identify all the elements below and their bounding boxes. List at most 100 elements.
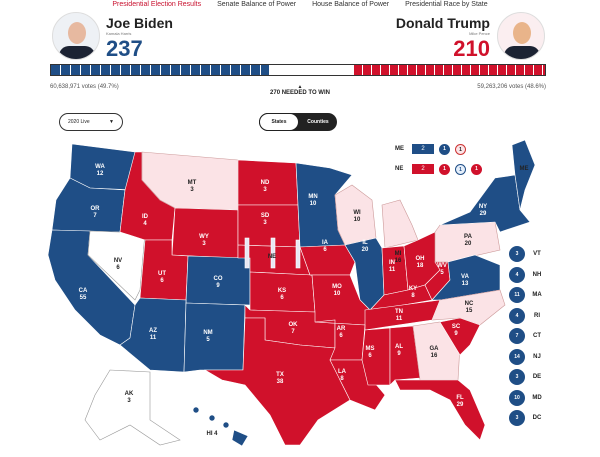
state-AL[interactable] bbox=[389, 325, 421, 386]
state-AK[interactable] bbox=[84, 369, 181, 446]
me-district-1[interactable]: 1 bbox=[439, 144, 450, 155]
ne-statewide[interactable]: 2 bbox=[412, 164, 434, 174]
state-label-sd: SD bbox=[261, 213, 270, 219]
state-label-sd: 3 bbox=[263, 220, 267, 226]
small-state-ev[interactable]: 14 bbox=[509, 348, 525, 365]
state-label-nc: NC bbox=[465, 301, 474, 307]
state-label-az: 11 bbox=[150, 335, 157, 341]
state-label-az: AZ bbox=[149, 328, 157, 334]
ne-district-stripe bbox=[244, 237, 250, 269]
me-district-2[interactable]: 1 bbox=[455, 144, 466, 155]
state-FL[interactable] bbox=[394, 379, 486, 441]
state-TX[interactable] bbox=[203, 317, 351, 446]
state-label-ga: 16 bbox=[431, 353, 438, 359]
biden-name: Joe Biden bbox=[106, 15, 173, 31]
state-label-id: 4 bbox=[143, 221, 147, 227]
state-label-pa: 20 bbox=[465, 241, 472, 247]
state-label-mi: 16 bbox=[395, 258, 402, 264]
biden-avatar bbox=[52, 12, 100, 60]
state-label-ar: AR bbox=[337, 326, 346, 332]
state-label-nm: NM bbox=[203, 330, 212, 336]
state-label-ia: IA bbox=[322, 240, 329, 246]
state-label-al: 9 bbox=[397, 351, 401, 357]
ne-district-2[interactable]: 1 bbox=[455, 164, 466, 175]
ne-district-3[interactable]: 1 bbox=[471, 164, 482, 175]
me-split-label: ME bbox=[395, 146, 404, 152]
ne-district-stripe bbox=[295, 239, 301, 269]
toggle-states[interactable]: States bbox=[259, 113, 299, 131]
small-state-ev[interactable]: 7 bbox=[509, 328, 525, 344]
state-label-nv: NV bbox=[114, 258, 122, 264]
biden-ev: 237 bbox=[106, 36, 143, 61]
small-state-label: DE bbox=[532, 374, 542, 380]
state-label-mn: MN bbox=[308, 194, 317, 200]
state-label-me: ME bbox=[520, 166, 529, 172]
ne-district-1[interactable]: 1 bbox=[439, 164, 450, 175]
small-state-label: MD bbox=[532, 394, 542, 401]
state-label-mi: MI bbox=[395, 251, 402, 257]
state-label-ny: 29 bbox=[480, 211, 487, 217]
small-state-ev[interactable]: 4 bbox=[509, 307, 525, 324]
state-label-hi: HI 4 bbox=[206, 431, 218, 437]
state-label-nd: 3 bbox=[263, 187, 267, 193]
small-state-ev[interactable]: 4 bbox=[509, 266, 525, 283]
top-nav: Presidential Election Results Senate Bal… bbox=[0, 0, 600, 10]
trump-ev: 210 bbox=[453, 36, 490, 61]
nav-presidential-results[interactable]: Presidential Election Results bbox=[112, 1, 202, 8]
small-state-label: NH bbox=[532, 271, 542, 278]
state-label-mn: 10 bbox=[310, 201, 317, 207]
state-SC[interactable] bbox=[439, 317, 481, 356]
state-label-wi: 10 bbox=[354, 217, 361, 223]
state-label-co: 9 bbox=[216, 283, 220, 289]
small-state-label: CT bbox=[533, 333, 541, 339]
state-label-sc: SC bbox=[452, 324, 461, 330]
needed-label: 270 NEEDED TO WIN bbox=[270, 90, 330, 96]
state-MI[interactable] bbox=[381, 199, 419, 249]
state-label-wi: WI bbox=[353, 210, 361, 216]
state-label-ks: KS bbox=[278, 288, 286, 294]
small-state-ev[interactable]: 3 bbox=[509, 410, 525, 426]
state-label-ia: 6 bbox=[323, 247, 327, 253]
state-HI[interactable] bbox=[192, 406, 249, 447]
state-label-ak: AK bbox=[125, 391, 134, 397]
state-label-ny: NY bbox=[479, 204, 487, 210]
state-label-ca: CA bbox=[79, 288, 88, 294]
state-label-wa: WA bbox=[95, 164, 105, 170]
small-state-ev[interactable]: 11 bbox=[509, 287, 525, 303]
nav-senate[interactable]: Senate Balance of Power bbox=[217, 1, 297, 8]
state-GA[interactable] bbox=[412, 321, 461, 381]
state-label-la: LA bbox=[338, 369, 347, 375]
state-WY[interactable] bbox=[171, 207, 239, 259]
state-label-ga: GA bbox=[430, 346, 440, 352]
state-label-ks: 6 bbox=[280, 295, 284, 301]
year-select[interactable]: 2020 Live ▼ bbox=[59, 113, 123, 131]
state-label-ne: NE bbox=[268, 254, 276, 260]
state-label-in: IN bbox=[389, 260, 395, 266]
state-label-nv: 6 bbox=[116, 265, 120, 271]
small-state-label: RI bbox=[534, 312, 540, 319]
nav-race-by-state[interactable]: Presidential Race by State bbox=[405, 1, 488, 8]
small-state-ev[interactable]: 3 bbox=[509, 246, 525, 262]
state-label-va: 13 bbox=[462, 281, 469, 287]
state-label-wv: 5 bbox=[440, 270, 444, 276]
state-IA[interactable] bbox=[299, 244, 356, 276]
state-NM[interactable] bbox=[183, 302, 246, 373]
state-MS[interactable] bbox=[361, 327, 391, 386]
trump-vp: Mike Pence bbox=[469, 31, 490, 36]
state-label-ky: KY bbox=[409, 286, 417, 292]
trump-avatar bbox=[497, 12, 545, 60]
nav-house[interactable]: House Balance of Power bbox=[312, 1, 390, 8]
small-state-ev[interactable]: 10 bbox=[509, 389, 525, 406]
state-TN[interactable] bbox=[364, 299, 441, 331]
small-state-label: VT bbox=[533, 251, 541, 257]
state-label-ak: 3 bbox=[127, 398, 131, 404]
me-statewide[interactable]: 2 bbox=[412, 144, 434, 154]
small-state-ev[interactable]: 3 bbox=[509, 369, 525, 385]
state-NE-region[interactable] bbox=[511, 139, 536, 211]
view-toggle[interactable]: States Counties bbox=[259, 113, 337, 131]
toggle-counties[interactable]: Counties bbox=[307, 119, 329, 125]
state-label-wy: WY bbox=[199, 234, 209, 240]
biden-vp: Kamala Harris bbox=[106, 31, 132, 36]
state-label-al: AL bbox=[395, 344, 403, 350]
